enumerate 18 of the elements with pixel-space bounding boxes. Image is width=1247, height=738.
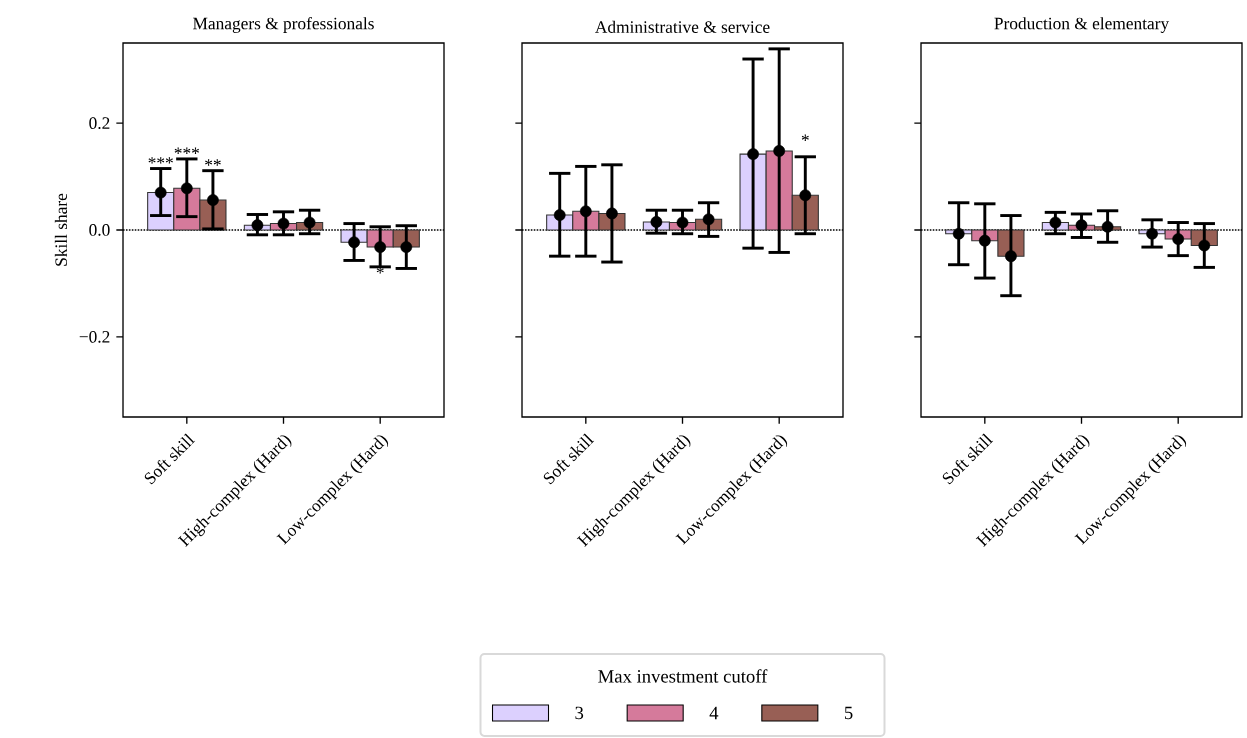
- y-tick-label: 0.2: [89, 117, 110, 130]
- x-tick-label: Soft skill: [144, 433, 196, 485]
- legend-title: Max investment cutoff: [598, 669, 768, 683]
- chart-title: Administrative & service: [595, 20, 770, 33]
- annotation: *: [801, 134, 809, 141]
- chart-title: Managers & professionals: [193, 17, 374, 33]
- data-label: ***: [148, 157, 173, 164]
- data-label: ***: [174, 147, 199, 154]
- y-axis-title: Skill share: [54, 193, 68, 266]
- x-tick-label: Soft skill: [942, 433, 994, 485]
- y-tick-label: 0.0: [89, 224, 110, 236]
- legend-label: 4: [709, 706, 719, 720]
- legend-label: 3: [575, 706, 584, 720]
- legend-label: 5: [844, 706, 853, 720]
- data-label: **: [205, 159, 221, 166]
- y-tick-label: −0.2: [79, 330, 110, 343]
- chart-title: Production & elementary: [994, 17, 1170, 33]
- x-tick-label: Soft skill: [543, 433, 595, 485]
